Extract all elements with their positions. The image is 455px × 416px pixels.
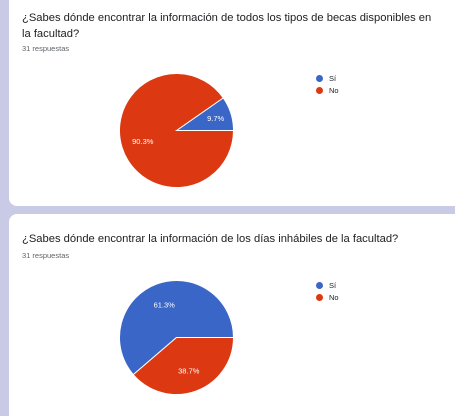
pie-slice-no bbox=[132, 337, 235, 395]
chart-legend: Sí No bbox=[316, 279, 339, 303]
legend-label-si: Sí bbox=[329, 73, 337, 83]
legend-dot-si bbox=[316, 281, 323, 289]
pie-slice-no bbox=[119, 73, 235, 188]
question-card-dias-inhabiles: ¿Sabes dónde encontrar la información de… bbox=[9, 214, 455, 416]
response-count: 31 respuestas bbox=[22, 251, 70, 260]
chart-legend: Sí No bbox=[316, 72, 339, 96]
pie-slice-si bbox=[119, 280, 235, 376]
question-title: ¿Sabes dónde encontrar la información de… bbox=[22, 12, 432, 40]
legend-label-no: No bbox=[329, 85, 339, 95]
question-title: ¿Sabes dónde encontrar la información de… bbox=[22, 233, 399, 245]
legend-item-no: No bbox=[316, 291, 339, 303]
legend-label-si: Sí bbox=[329, 280, 337, 290]
pie-label-si: 9.7% bbox=[207, 114, 224, 123]
legend-dot-si bbox=[316, 74, 323, 82]
pie-label-no: 90.3% bbox=[132, 137, 154, 146]
pie-label-no: 38.7% bbox=[178, 367, 200, 376]
pie-chart-becas: 9.7% 90.3% bbox=[119, 73, 235, 188]
response-count: 31 respuestas bbox=[22, 44, 70, 53]
question-card-becas: ¿Sabes dónde encontrar la información de… bbox=[9, 0, 455, 206]
pie-chart-dias-inhabiles: 61.3% 38.7% bbox=[119, 280, 235, 395]
legend-item-si: Sí bbox=[316, 279, 339, 291]
legend-dot-no bbox=[316, 86, 323, 94]
legend-label-no: No bbox=[329, 292, 339, 302]
legend-item-no: No bbox=[316, 84, 339, 96]
pie-label-si: 61.3% bbox=[154, 300, 176, 309]
legend-dot-no bbox=[316, 293, 323, 301]
legend-item-si: Sí bbox=[316, 72, 339, 84]
